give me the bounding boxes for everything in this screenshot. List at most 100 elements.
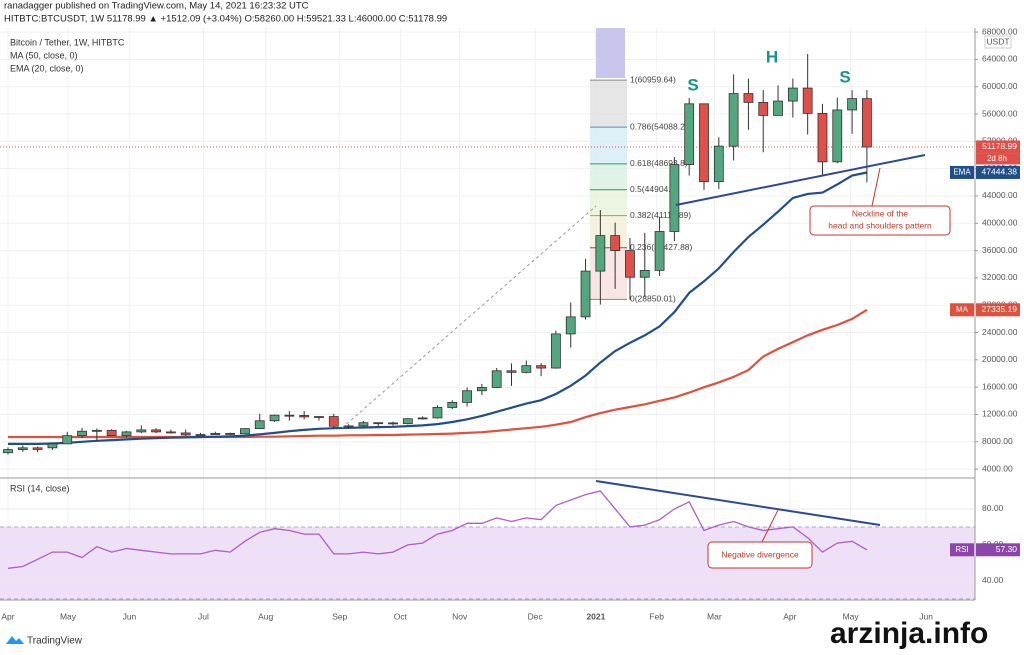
shoulder-label: S xyxy=(839,67,850,86)
x-tick-label: Jun xyxy=(919,611,933,621)
candle-body xyxy=(595,235,606,272)
price-tag-label: 51178.99 xyxy=(982,141,1017,151)
candle-body xyxy=(77,430,87,437)
x-tick-label: Feb xyxy=(649,611,664,621)
candle-body xyxy=(402,418,413,425)
candle-body xyxy=(536,365,547,369)
legend-title: Bitcoin / Tether, 1W, HITBTC xyxy=(10,37,125,47)
candle-body xyxy=(284,414,295,417)
candle-body xyxy=(758,102,769,116)
x-tick-label: Apr xyxy=(783,611,796,621)
tag-badge-label: RSI xyxy=(955,545,968,554)
tag-badge-label: MA xyxy=(956,305,969,314)
y-tick-label: 8000.00 xyxy=(982,436,1013,446)
price-tag-label: 27335.19 xyxy=(982,304,1018,314)
candle-body xyxy=(639,270,650,278)
tag-badge-label: EMA xyxy=(953,168,971,177)
y-tick-label: 44000.00 xyxy=(982,190,1018,200)
x-tick-label: Jul xyxy=(198,611,209,621)
fib-range-highlight xyxy=(596,28,625,78)
candle-body xyxy=(358,422,369,427)
rsi-band xyxy=(0,526,975,599)
x-tick-label: May xyxy=(60,611,77,621)
fib-zone xyxy=(589,189,627,216)
x-tick-label: Oct xyxy=(394,611,408,621)
candle-body xyxy=(136,429,147,433)
x-tick-label: Jun xyxy=(123,611,137,621)
price-tag xyxy=(976,303,1020,317)
candle-body xyxy=(373,422,384,425)
publisher: ranadagger published on TradingView.com,… xyxy=(4,1,309,12)
x-tick-label: May xyxy=(843,611,860,621)
rsi-tick-label: 80.00 xyxy=(982,503,1004,513)
callout-box xyxy=(707,541,813,569)
candle-body xyxy=(728,93,739,147)
x-tick-label: Mar xyxy=(707,611,722,621)
candle-body xyxy=(121,431,132,437)
price-tag xyxy=(976,543,1020,557)
candle-body xyxy=(476,387,487,392)
candle-body xyxy=(610,235,621,252)
fib-label: 1(60959.64) xyxy=(630,74,676,84)
ticker-info: HITBTC:BTCUSDT, 1W 51178.99 ▲ +1512.09 (… xyxy=(4,14,447,25)
fib-zone xyxy=(589,127,627,164)
candle-body xyxy=(165,431,176,434)
fib-zone xyxy=(589,80,627,128)
moving-average xyxy=(8,308,868,439)
candle-body xyxy=(787,87,798,102)
y-tick-label: 24000.00 xyxy=(982,327,1018,337)
brand-logo xyxy=(6,636,24,644)
candle-body xyxy=(817,112,828,163)
candle-body xyxy=(210,433,221,435)
rsi-line xyxy=(7,490,868,569)
y-tick-label: 68000.00 xyxy=(982,26,1018,36)
candle-body xyxy=(225,433,236,435)
candle-body xyxy=(506,370,517,373)
y-tick-label: 36000.00 xyxy=(982,245,1018,255)
candle-body xyxy=(314,416,324,418)
candle-body xyxy=(343,425,354,428)
neckline xyxy=(675,154,926,206)
rsi-tick-label: 40.00 xyxy=(982,575,1004,585)
x-tick-label: 2021 xyxy=(586,611,605,621)
candle-body xyxy=(802,87,813,114)
candle-body xyxy=(106,429,117,437)
x-tick-label: Sep xyxy=(332,611,347,621)
candle-body xyxy=(743,93,754,103)
price-tag-label: 47444.38 xyxy=(982,167,1018,177)
callout-text: Negative divergence xyxy=(721,549,799,559)
x-tick-label: Aug xyxy=(258,611,273,621)
watermark: arzinja.info xyxy=(830,617,988,650)
currency: USDT xyxy=(986,36,1009,46)
candle-body xyxy=(832,109,843,163)
y-tick-label: 32000.00 xyxy=(982,272,1018,282)
candle-body xyxy=(462,390,472,403)
candle-body xyxy=(388,422,398,425)
fib-label: 0.5(44904.8) xyxy=(630,184,678,194)
candle-body xyxy=(565,316,576,335)
moving-average xyxy=(8,171,868,445)
candle-body xyxy=(654,231,665,271)
candle-body xyxy=(62,435,73,445)
candle-body xyxy=(3,449,13,454)
shoulder-label: S xyxy=(687,75,698,94)
legend-entry: EMA (20, close, 0) xyxy=(10,63,84,73)
candle-body xyxy=(699,103,709,183)
x-tick-label: Nov xyxy=(452,611,468,621)
currency-badge xyxy=(984,35,1012,49)
candle-body xyxy=(151,429,161,433)
candle-body xyxy=(299,415,310,418)
candle-body xyxy=(713,145,724,183)
candle-body xyxy=(180,432,191,436)
y-tick-label: 56000.00 xyxy=(982,108,1018,118)
fib-zone xyxy=(589,163,627,190)
fib-label: 0.786(54088.2) xyxy=(630,121,688,131)
tag-badge xyxy=(950,303,974,317)
x-tick-label: Dec xyxy=(528,611,544,621)
candle-body xyxy=(684,103,695,165)
head-label: H xyxy=(766,47,778,66)
y-tick-label: 16000.00 xyxy=(982,381,1018,391)
countdown-tag xyxy=(976,153,1020,165)
candle-body xyxy=(195,434,206,436)
candle-body xyxy=(269,414,280,422)
